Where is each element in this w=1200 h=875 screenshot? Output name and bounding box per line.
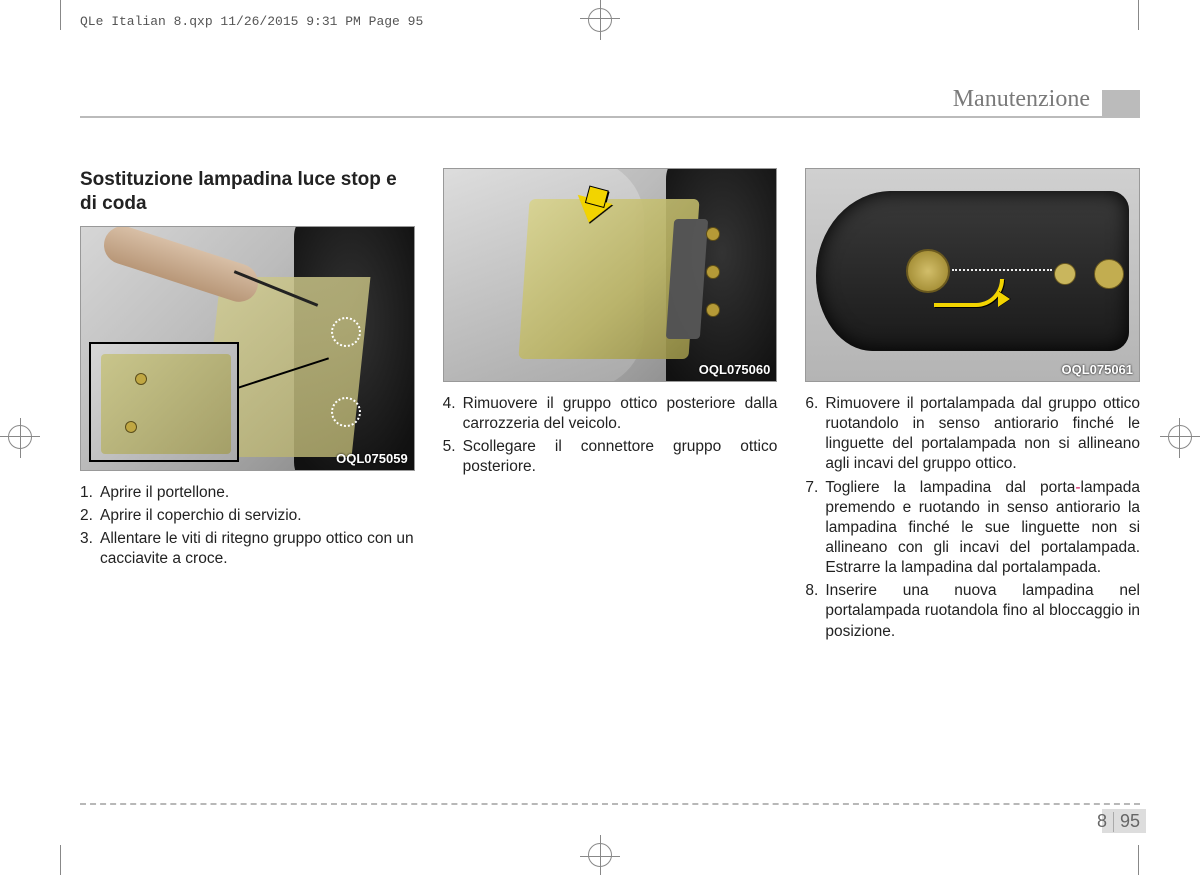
steps-col3: 6.Rimuovere il portalampada dal gruppo o… (805, 394, 1140, 642)
figure-3: OQL075061 (805, 168, 1140, 382)
page-footer: 895 (80, 803, 1140, 833)
section-title: Sostituzione lampadina luce stop e di co… (80, 168, 415, 216)
steps-col2: 4.Rimuovere il gruppo ottico posteriore … (443, 394, 778, 478)
step-number: 8. (805, 581, 825, 641)
step-text: Rimuovere il portalampada dal gruppo ott… (825, 394, 1140, 475)
print-job-header: QLe Italian 8.qxp 11/26/2015 9:31 PM Pag… (80, 14, 423, 29)
step-text: Rimuovere il gruppo ottico posteriore da… (463, 394, 778, 434)
step-text: Scollegare il connettore gruppo ottico p… (463, 437, 778, 477)
step-number: 1. (80, 483, 100, 503)
column-2: OQL075060 4.Rimuovere il gruppo ottico p… (443, 168, 778, 645)
step-text: Togliere la lampadina dal porta-lampada … (825, 478, 1140, 579)
step-number: 5. (443, 437, 463, 477)
step-number: 6. (805, 394, 825, 475)
figure-3-code: OQL075061 (1061, 362, 1133, 377)
step-text: Aprire il coperchio di servizio. (100, 506, 415, 526)
figure-1-code: OQL075059 (336, 451, 408, 466)
figure-1: OQL075059 (80, 226, 415, 471)
figure-2: OQL075060 (443, 168, 778, 382)
step-number: 4. (443, 394, 463, 434)
column-1: Sostituzione lampadina luce stop e di co… (80, 168, 415, 645)
step-number: 7. (805, 478, 825, 579)
page-content: Manutenzione Sostituzione lampadina luce… (80, 90, 1140, 825)
step-number: 3. (80, 529, 100, 569)
header-ornament (1102, 90, 1140, 116)
column-3: OQL075061 6.Rimuovere il portalampada da… (805, 168, 1140, 645)
figure-2-code: OQL075060 (699, 362, 771, 377)
chapter-header: Manutenzione (80, 90, 1140, 118)
step-number: 2. (80, 506, 100, 526)
step-text: Aprire il portellone. (100, 483, 415, 503)
step-text: Inserire una nuova lampadina nel portala… (825, 581, 1140, 641)
page-number: 895 (1097, 811, 1140, 832)
step-text: Allentare le viti di ritegno gruppo otti… (100, 529, 415, 569)
chapter-title: Manutenzione (953, 86, 1090, 113)
steps-col1: 1.Aprire il portellone. 2.Aprire il cope… (80, 483, 415, 570)
